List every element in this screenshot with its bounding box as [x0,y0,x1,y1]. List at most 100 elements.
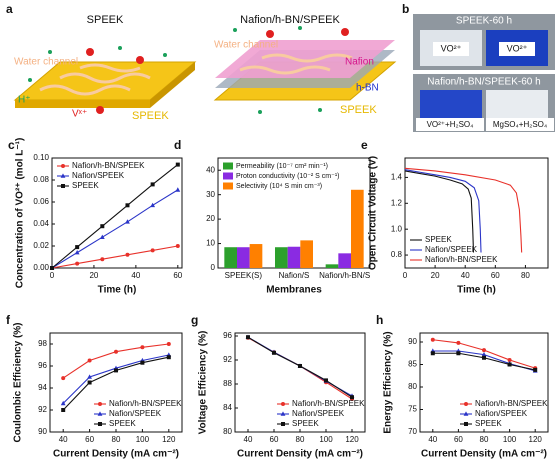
legend-label: Selectivity (10⁴ S min cm⁻³) [236,183,322,190]
marker [281,422,285,426]
series-line [404,169,482,253]
marker [507,358,512,362]
bar [287,246,301,268]
y-tick-label: 0.06 [33,197,49,206]
x-tick-label: Nafion/S [279,271,310,280]
y-tick-label: 40 [206,165,215,174]
marker [140,345,145,350]
x-tick-label: 120 [162,435,176,444]
marker [150,202,156,208]
marker [456,351,461,356]
marker [61,164,65,168]
marker [246,335,250,340]
legend-label: Nafion/h-BN/SPEEK [292,399,365,408]
x-tick-label: 100 [136,435,150,444]
marker [463,411,469,416]
marker [75,245,80,250]
legend-label: Nafion/SPEEK [292,409,345,418]
panel-label: f [6,313,11,327]
y-tick-label: 92 [38,405,47,414]
panel-label: d [174,138,181,152]
marker [61,184,65,188]
x-axis-label: Current Density (mA cm⁻²) [53,449,179,460]
y-axis-label: Energy Efficiency (%) [383,331,394,433]
y-tick-label: 20 [206,214,215,223]
annotation: SPEEK [132,110,169,122]
annotation: h-BN [356,83,379,94]
marker [430,337,435,342]
bar [325,264,339,268]
legend-label: Nafion/h-BN/SPEEK [475,399,548,408]
bar [300,240,313,268]
legend-label: Nafion/h-BN/SPEEK [72,161,145,170]
x-tick-label: 100 [319,435,333,444]
annotation: MgSO₄+H₂SO₄ [493,120,547,129]
proton [233,28,237,32]
x-tick-label: SPEEK(S) [225,271,263,280]
vanadium-ion [341,28,349,36]
marker [272,350,276,355]
x-tick-label: 20 [431,271,440,280]
y-tick-label: 1.4 [391,173,403,182]
label-box [486,118,554,131]
bar [351,189,364,268]
y-tick-label: 88 [223,379,232,388]
cell-right [486,90,548,118]
proton [118,46,122,50]
panel-label: e [361,138,368,152]
marker [150,182,155,187]
marker [50,266,54,270]
x-tick-label: 20 [89,271,98,280]
marker [464,422,468,426]
marker [99,234,105,239]
marker [507,362,512,367]
y-tick-label: 70 [408,427,417,436]
vanadium-ion [266,30,274,38]
y-axis-label: Concentration of VO²⁺ (mol L⁻¹) [15,138,26,289]
plot-frame [404,157,549,269]
panel-label: g [191,313,198,327]
label-box [416,118,484,131]
y-tick-label: 0.04 [33,219,49,228]
marker [125,219,130,224]
y-tick-label: 80 [223,427,232,436]
legend-swatch [223,182,233,190]
y-tick-label: 96 [223,331,232,340]
marker [166,342,171,346]
marker [464,402,468,406]
series-line [404,170,475,253]
y-tick-label: 0.8 [391,250,403,259]
x-tick-label: 40 [461,271,470,280]
bar [249,244,263,268]
marker [75,261,80,266]
legend-label: SPEEK [425,235,452,244]
label-box [499,42,535,56]
y-tick-label: 92 [223,355,232,364]
illustration-title: SPEEK [87,14,124,26]
marker [324,378,328,383]
legend-label: SPEEK [109,419,136,428]
marker [350,395,354,400]
legend-label: SPEEK [292,419,319,428]
membrane-side [150,62,195,108]
y-tick-label: 90 [38,427,47,436]
panel-label: c [8,138,15,152]
annotation: Nafion [345,57,374,68]
x-axis-label: Membranes [266,285,322,296]
annotation: Vˣ⁺ [72,109,87,120]
marker [61,376,66,381]
y-tick-label: 80 [408,382,417,391]
photo-title: SPEEK-60 h [456,16,512,27]
series-line [404,167,523,253]
series-line [51,164,179,269]
marker [100,224,105,229]
legend-label: Proton conductivity (10⁻² S cm⁻¹) [236,173,339,180]
y-tick-label: 75 [408,405,417,414]
proton [28,78,32,82]
legend-label: SPEEK [72,181,99,190]
x-tick-label: 40 [244,435,253,444]
marker [98,402,102,406]
marker [74,250,80,255]
y-tick-label: 85 [408,360,417,369]
